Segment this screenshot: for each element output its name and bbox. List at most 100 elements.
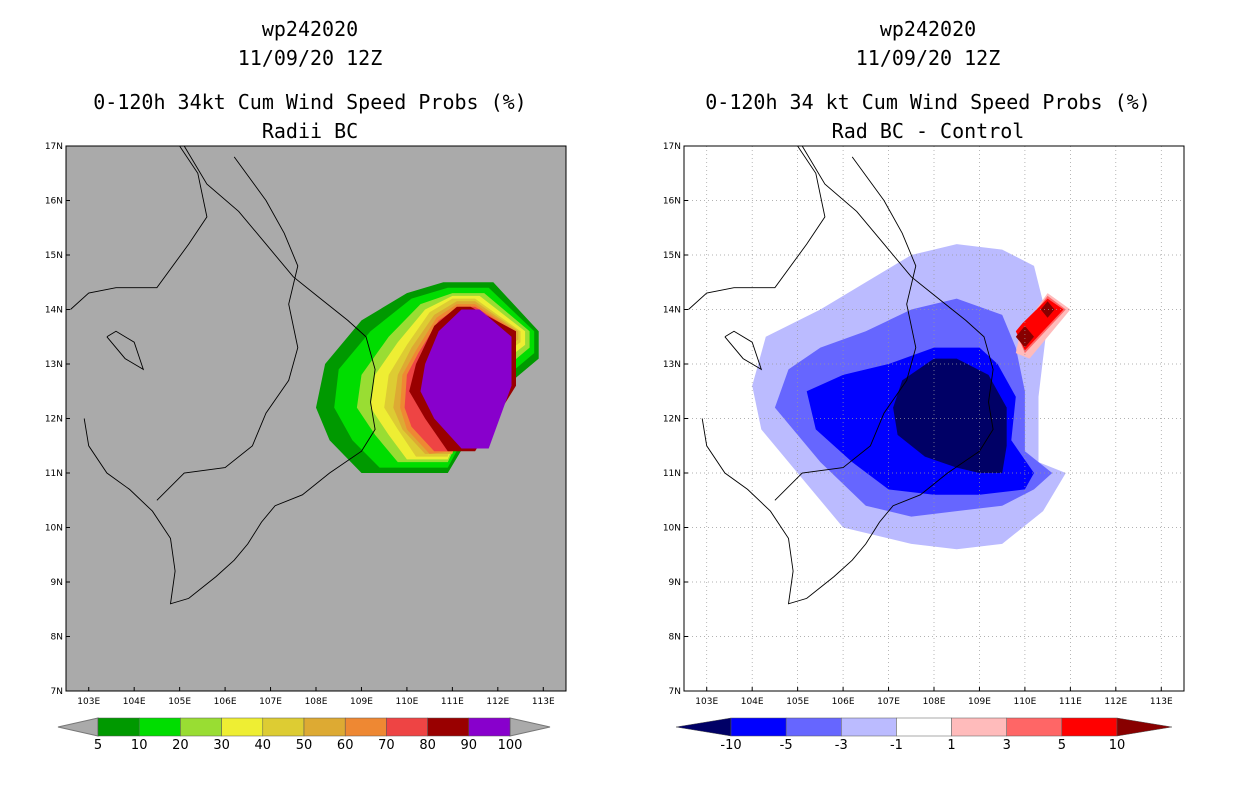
y-tick-label: 17N [45, 142, 63, 152]
x-tick-label: 112E [486, 697, 509, 707]
x-tick-label: 104E [123, 697, 146, 707]
chart-subtitle-left: Radii BC [262, 119, 358, 143]
x-tick-label: 106E [214, 697, 237, 707]
y-tick-label: 16N [663, 197, 681, 207]
colorbar-swatch [730, 717, 787, 737]
colorbar-label: 10 [1109, 738, 1126, 753]
plot-contents [70, 146, 539, 605]
y-tick-label: 12N [45, 415, 63, 425]
x-tick-label: 107E [877, 697, 900, 707]
colorbar-swatch [303, 717, 346, 737]
contour-region-10 [1015, 325, 1034, 348]
coastline [70, 146, 208, 310]
colorbar-label: 40 [255, 738, 272, 753]
coastline [701, 146, 994, 605]
y-tick-label: 9N [51, 578, 63, 588]
y-tick-label: 8N [51, 633, 63, 643]
colorbar-label: 5 [94, 738, 102, 753]
x-tick-label: 111E [441, 697, 464, 707]
colorbar-swatch [785, 717, 842, 737]
date-left: 11/09/20 12Z [238, 46, 383, 70]
coastline [774, 156, 917, 501]
y-tick-label: 10N [663, 524, 681, 534]
y-tick-label: 15N [45, 251, 63, 261]
x-tick-label: 111E [1059, 697, 1082, 707]
x-tick-label: 107E [259, 697, 282, 707]
date-right: 11/09/20 12Z [856, 46, 1001, 70]
x-tick-label: 105E [168, 697, 191, 707]
x-tick-label: 113E [1150, 697, 1173, 707]
colorbar-label: 5 [1058, 738, 1066, 753]
colorbar-swatch [262, 717, 305, 737]
colorbar-label: 70 [378, 738, 395, 753]
x-tick-label: 106E [832, 697, 855, 707]
plot-contents [684, 146, 1184, 691]
colorbar-label: -5 [780, 738, 793, 753]
colorbar-swatch [180, 717, 222, 737]
colorbar-label: 50 [296, 738, 313, 753]
y-tick-label: 13N [45, 360, 63, 370]
colorbar-swatch [221, 717, 264, 737]
coastline [724, 330, 763, 371]
coastline [83, 146, 376, 605]
colorbar-swatch [97, 717, 140, 737]
chart-title-right: 0-120h 34 kt Cum Wind Speed Probs (%) [705, 90, 1151, 114]
panel-right: wp242020 11/09/20 12Z 0-120h 34 kt Cum W… [663, 17, 1185, 753]
colorbar-right: -10 -5 -3 -1 1 3 5 10 [675, 717, 1173, 753]
colorbar-swatch [427, 717, 470, 737]
storm-id-left: wp242020 [262, 17, 358, 41]
x-tick-label: 110E [395, 697, 418, 707]
x-tick-label: 112E [1104, 697, 1127, 707]
contour-region-neg10 [893, 358, 1007, 473]
colorbar-swatch [386, 717, 428, 737]
chart-subtitle-right: Rad BC - Control [832, 119, 1025, 143]
x-tick-label: 108E [305, 697, 328, 707]
y-tick-label: 10N [45, 524, 63, 534]
colorbar-label: 10 [131, 738, 148, 753]
colorbar-arrow-right [1116, 717, 1173, 737]
contour-region-90 [420, 309, 512, 449]
panel-left: wp242020 11/09/20 12Z 0-120h 34kt Cum Wi… [45, 17, 567, 753]
chart-title-left: 0-120h 34kt Cum Wind Speed Probs (%) [93, 90, 526, 114]
colorbar-label: 80 [419, 738, 436, 753]
y-tick-label: 13N [663, 360, 681, 370]
colorbar-label: -3 [835, 738, 848, 753]
y-tick-label: 11N [45, 469, 63, 479]
colorbar-swatch [1006, 717, 1063, 737]
x-tick-label: 104E [741, 697, 764, 707]
y-tick-label: 16N [45, 197, 63, 207]
colorbar-label: 60 [337, 738, 354, 753]
y-tick-label: 14N [45, 306, 63, 316]
y-tick-label: 17N [663, 142, 681, 152]
colorbar-swatch [1061, 717, 1118, 737]
coastline [106, 330, 145, 371]
x-tick-label: 103E [77, 697, 100, 707]
colorbar-label: 30 [213, 738, 230, 753]
colorbar-swatch [951, 717, 1007, 737]
storm-id-right: wp242020 [880, 17, 976, 41]
colorbar-left: 5 10 20 30 40 50 60 70 80 90 100 [57, 717, 551, 753]
colorbar-arrow-right [509, 717, 551, 737]
x-tick-label: 105E [786, 697, 809, 707]
colorbar-label: -10 [720, 738, 741, 753]
x-tick-label: 109E [968, 697, 991, 707]
colorbar-arrow-left [675, 717, 732, 737]
colorbar-label: -1 [890, 738, 903, 753]
x-tick-label: 113E [532, 697, 555, 707]
coastline [156, 156, 299, 501]
contour-region-10 [1040, 301, 1055, 318]
y-tick-label: 9N [669, 578, 681, 588]
y-tick-label: 7N [51, 687, 63, 697]
colorbar-label: 100 [498, 738, 523, 753]
colorbar-swatch [468, 717, 511, 737]
colorbar-swatch [896, 717, 952, 737]
colorbar-swatch [841, 717, 897, 737]
y-tick-label: 14N [663, 306, 681, 316]
y-tick-label: 7N [669, 687, 681, 697]
coastline [688, 146, 826, 310]
y-tick-label: 11N [663, 469, 681, 479]
colorbar-swatch [344, 717, 387, 737]
x-tick-label: 109E [350, 697, 373, 707]
y-tick-label: 15N [663, 251, 681, 261]
